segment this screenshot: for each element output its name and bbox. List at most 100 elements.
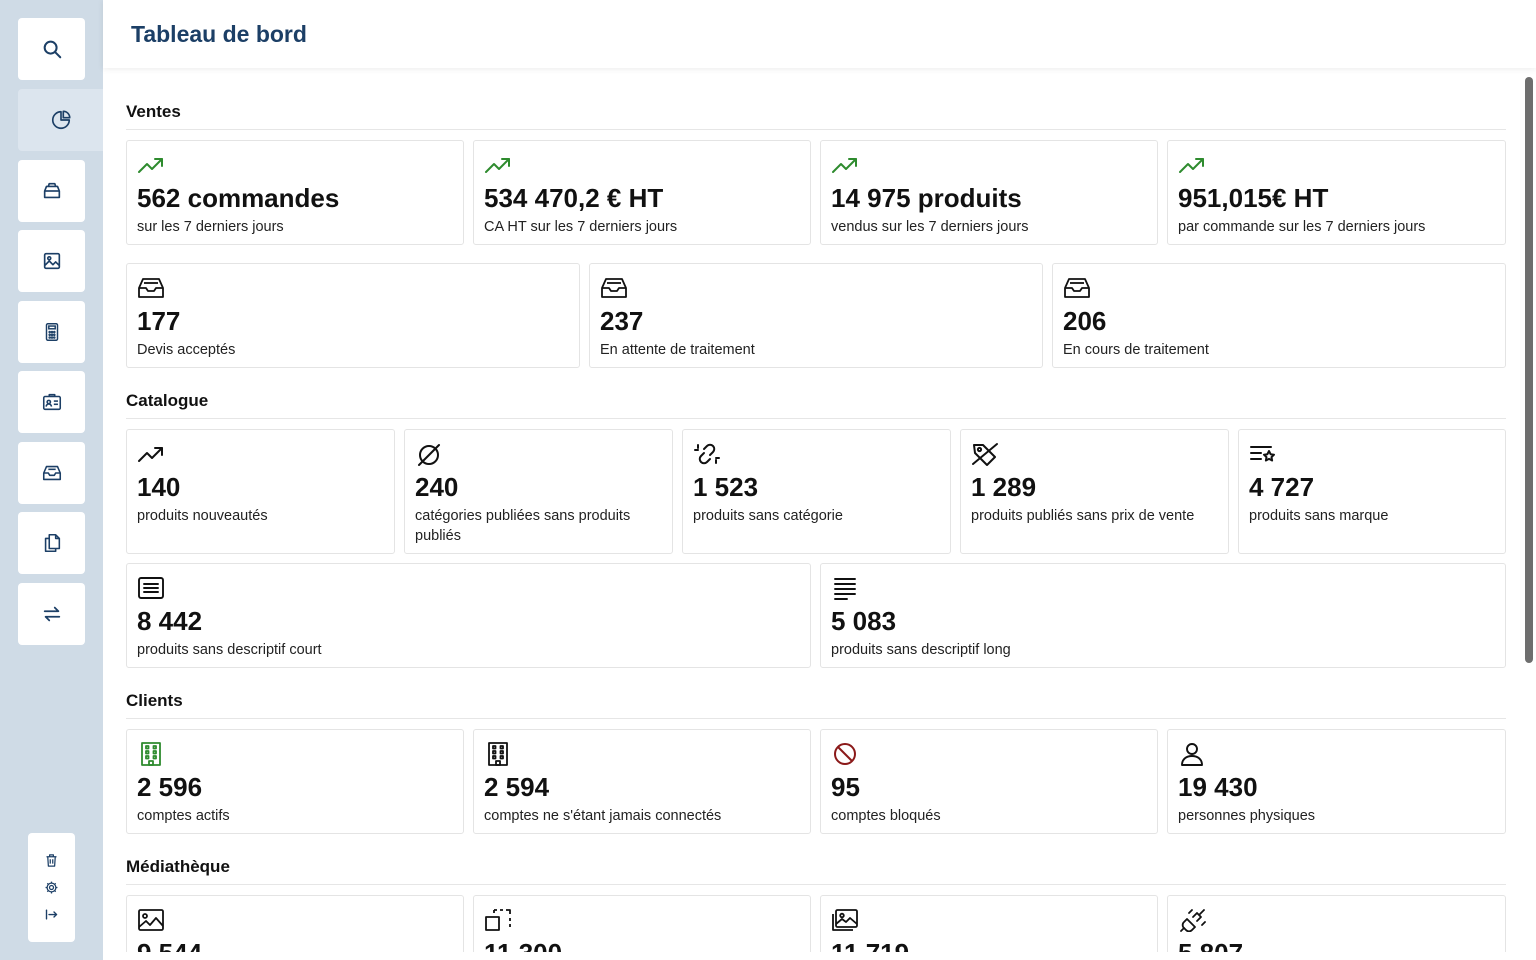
- image-chart-icon: [137, 908, 165, 932]
- kpi-label: En cours de traitement: [1063, 342, 1209, 358]
- kpi-card-quotes-pending[interactable]: 237 En attente de traitement: [589, 263, 1043, 368]
- divider: [126, 718, 1506, 719]
- kpi-label: comptes ne s'étant jamais connectés: [484, 808, 722, 824]
- building-icon: [484, 742, 512, 766]
- kpi-label: par commande sur les 7 derniers jours: [1178, 219, 1426, 235]
- kpi-card-quotes-accepted[interactable]: 177 Devis acceptés: [126, 263, 580, 368]
- kpi-value: 237: [600, 306, 644, 336]
- kpi-card-products-sold[interactable]: 14 975 produits vendus sur les 7 dernier…: [820, 140, 1158, 245]
- sidebar-item-media[interactable]: [18, 230, 85, 292]
- kpi-value: 9 544: [137, 938, 202, 952]
- kpi-card-media-1[interactable]: 9 544: [126, 895, 464, 952]
- kpi-value: 8 442: [137, 606, 203, 636]
- kpi-value: 2 596: [137, 772, 203, 802]
- sidebar-item-orders[interactable]: [18, 442, 85, 504]
- kpi-value: 19 430: [1178, 772, 1258, 802]
- person-icon: [1178, 742, 1206, 766]
- kpi-card-average-order[interactable]: 951,015€ HT par commande sur les 7 derni…: [1167, 140, 1506, 245]
- trend-up-icon: [484, 153, 512, 177]
- trend-up-icon: [137, 153, 165, 177]
- kpi-label: En attente de traitement: [600, 342, 755, 358]
- contact-card-icon: [42, 393, 61, 411]
- kpi-label: produits sans marque: [1249, 508, 1389, 524]
- kpi-card-no-brand[interactable]: 4 727 produits sans marque: [1238, 429, 1506, 554]
- trash-button[interactable]: [44, 853, 60, 869]
- text-lines-icon: [831, 576, 859, 600]
- kpi-card-orders[interactable]: 562 commandes sur les 7 derniers jours: [126, 140, 464, 245]
- resize-icon: [484, 908, 512, 932]
- kpi-card-media-2[interactable]: 11 300: [473, 895, 811, 952]
- kpi-card-individuals[interactable]: 19 430 personnes physiques: [1167, 729, 1506, 834]
- kpi-value: 11 719: [831, 938, 909, 952]
- kpi-card-quotes-in-progress[interactable]: 206 En cours de traitement: [1052, 263, 1506, 368]
- kpi-value: 240: [415, 472, 459, 502]
- kpi-label: produits sans descriptif court: [137, 642, 322, 658]
- kpi-card-never-connected[interactable]: 2 594 comptes ne s'étant jamais connecté…: [473, 729, 811, 834]
- kpi-label: catégories publiées sans produits publié…: [415, 508, 631, 544]
- sidebar-item-documents[interactable]: [18, 512, 85, 574]
- inbox-icon: [137, 276, 165, 300]
- kpi-value: 5 083: [831, 606, 897, 636]
- kpi-label: CA HT sur les 7 derniers jours: [484, 219, 678, 235]
- kpi-value: 1 289: [971, 472, 1037, 502]
- image-icon: [43, 252, 60, 270]
- trend-up-icon: [831, 153, 859, 177]
- kpi-card-no-long-desc[interactable]: 5 083 produits sans descriptif long: [820, 563, 1506, 668]
- kpi-value: 95: [831, 772, 860, 802]
- kpi-card-revenue[interactable]: 534 470,2 € HT CA HT sur les 7 derniers …: [473, 140, 811, 245]
- sidebar-item-search[interactable]: [18, 18, 85, 80]
- section-title-ventes: Ventes: [126, 102, 181, 121]
- divider: [126, 129, 1506, 130]
- kpi-card-new-products[interactable]: 140 produits nouveautés: [126, 429, 395, 554]
- kpi-card-active-accounts[interactable]: 2 596 comptes actifs: [126, 729, 464, 834]
- sidebar-item-pricing[interactable]: [18, 301, 85, 363]
- divider: [126, 884, 1506, 885]
- dashboard-content: Ventes 562 commandes sur les 7 derniers …: [103, 68, 1522, 952]
- kpi-value: 140: [137, 472, 181, 502]
- kpi-card-media-4[interactable]: 5 807: [1167, 895, 1506, 952]
- kpi-card-no-price[interactable]: 1 289 produits publiés sans prix de vent…: [960, 429, 1229, 554]
- gear-icon: [45, 881, 58, 894]
- kpi-label: produits nouveautés: [137, 508, 268, 524]
- kpi-value: 177: [137, 306, 181, 336]
- kpi-card-media-3[interactable]: 11 719: [820, 895, 1158, 952]
- section-title-mediatheque: Médiathèque: [126, 857, 230, 876]
- sidebar-item-sync[interactable]: [18, 583, 85, 645]
- kpi-label: Devis acceptés: [137, 342, 236, 358]
- kpi-value: 14 975 produits: [831, 183, 1022, 213]
- kpi-value: 206: [1063, 306, 1107, 336]
- logout-button[interactable]: [44, 907, 60, 923]
- scrollbar-thumb[interactable]: [1525, 77, 1533, 663]
- kpi-value: 534 470,2 € HT: [484, 183, 664, 213]
- images-icon: [831, 908, 859, 932]
- header: Tableau de bord: [103, 0, 1536, 68]
- settings-button[interactable]: [44, 880, 60, 896]
- inbox-icon: [1063, 276, 1091, 300]
- trend-up-icon: [1178, 153, 1206, 177]
- sidebar-item-dashboard[interactable]: [18, 89, 103, 151]
- tag-off-icon: [971, 442, 999, 466]
- kpi-label: vendus sur les 7 derniers jours: [831, 219, 1029, 235]
- empty-set-icon: [415, 442, 443, 466]
- kpi-card-blocked-accounts[interactable]: 95 comptes bloqués: [820, 729, 1158, 834]
- arrows-exchange-icon: [43, 606, 60, 622]
- sidebar-bottom-actions: [28, 833, 75, 942]
- kpi-value: 4 727: [1249, 472, 1315, 502]
- sidebar-item-contacts[interactable]: [18, 371, 85, 433]
- section-title-clients: Clients: [126, 691, 183, 710]
- sidebar-item-products[interactable]: [18, 160, 85, 222]
- list-star-icon: [1249, 442, 1277, 466]
- unplug-icon: [1178, 908, 1206, 933]
- kpi-card-empty-categories[interactable]: 240 catégories publiées sans produits pu…: [404, 429, 673, 554]
- inbox-icon: [600, 276, 628, 300]
- kpi-value: 2 594: [484, 772, 550, 802]
- building-icon: [137, 742, 165, 766]
- pie-chart-icon: [51, 110, 71, 130]
- search-icon: [43, 40, 61, 59]
- trend-up-icon: [137, 442, 165, 466]
- trash-icon: [46, 854, 57, 867]
- logout-icon: [45, 909, 58, 920]
- kpi-card-no-short-desc[interactable]: 8 442 produits sans descriptif court: [126, 563, 811, 668]
- kpi-card-no-category[interactable]: 1 523 produits sans catégorie: [682, 429, 951, 554]
- broken-link-icon: [693, 442, 721, 466]
